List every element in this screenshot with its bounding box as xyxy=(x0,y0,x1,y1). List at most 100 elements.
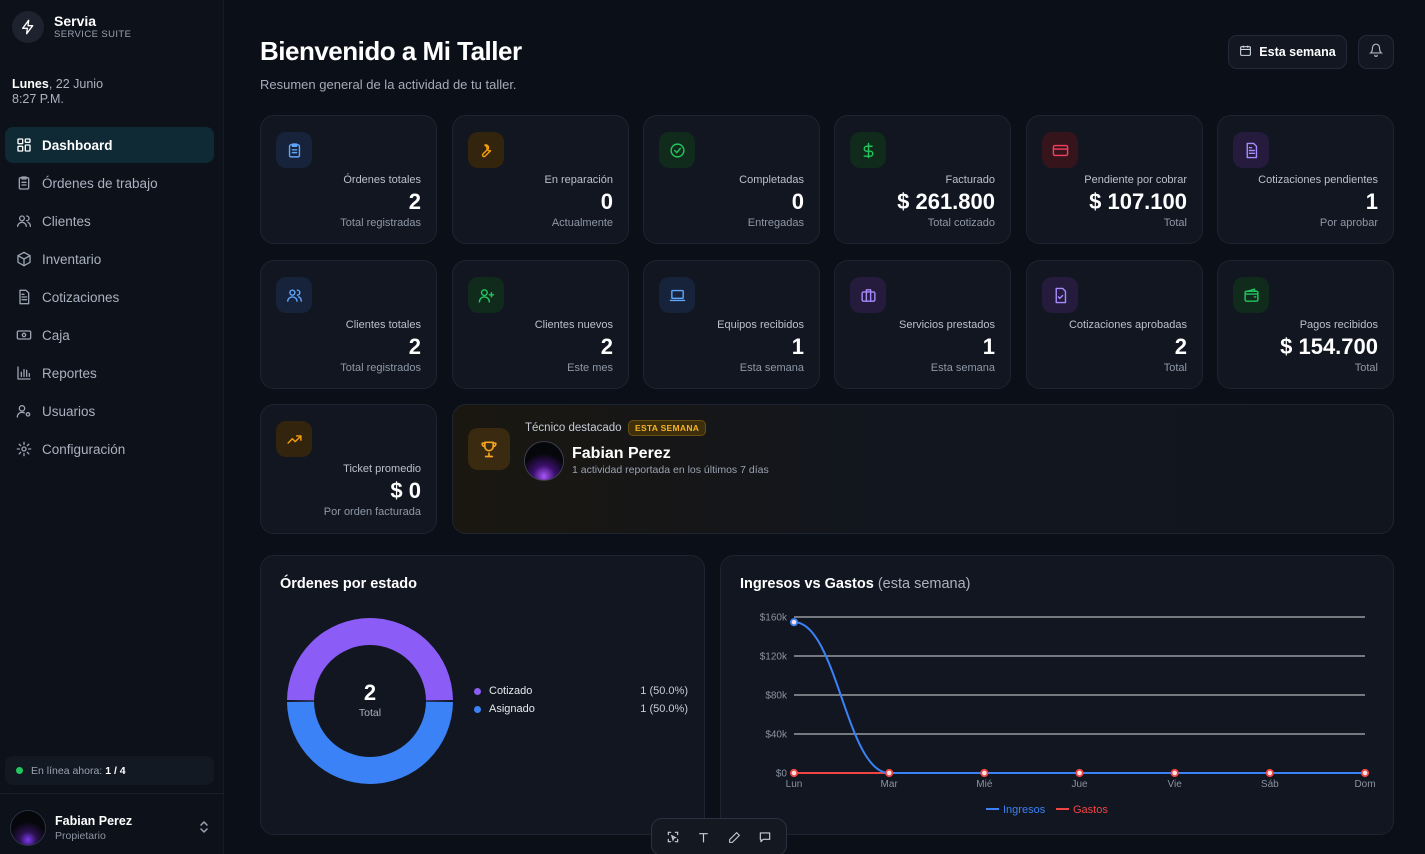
sidebar-item-configuración[interactable]: Configuración xyxy=(5,431,214,467)
credit-card-icon xyxy=(1042,132,1078,168)
stat-card[interactable]: Pendiente por cobrar $ 107.100 Total xyxy=(1026,115,1203,244)
stat-card[interactable]: En reparación 0 Actualmente xyxy=(452,115,629,244)
y-tick-label: $120k xyxy=(760,652,788,663)
current-day: Lunes xyxy=(12,77,49,91)
stat-value: 2 xyxy=(1174,334,1187,359)
data-point xyxy=(885,768,894,778)
sidebar-item-dashboard[interactable]: Dashboard xyxy=(5,127,214,163)
stat-card[interactable]: Clientes nuevos 2 Este mes xyxy=(452,260,629,389)
stat-label: Órdenes totales xyxy=(343,174,421,186)
legend-value: 1 (50.0%) xyxy=(640,685,688,697)
week-filter-label: Esta semana xyxy=(1259,45,1336,59)
brand[interactable]: Servia SERVICE SUITE xyxy=(12,11,131,43)
sidebar-item-label: Configuración xyxy=(42,441,126,457)
stat-label: Pendiente por cobrar xyxy=(1084,174,1187,186)
sidebar-item-clientes[interactable]: Clientes xyxy=(5,203,214,239)
brand-name: Servia xyxy=(54,13,97,29)
stat-value: $ 0 xyxy=(390,478,421,503)
stat-card[interactable]: Completadas 0 Entregadas xyxy=(643,115,820,244)
featured-description: 1 actividad reportada en los últimos 7 d… xyxy=(572,464,769,476)
x-tick-label: Mar xyxy=(881,779,899,790)
orders-panel-title: Órdenes por estado xyxy=(280,576,417,592)
comment-tool-button[interactable] xyxy=(753,825,777,849)
page-title: Bienvenido a Mi Taller xyxy=(260,36,522,66)
y-tick-label: $40k xyxy=(765,730,788,741)
stat-value: 2 xyxy=(408,189,421,214)
stat-card[interactable]: Clientes totales 2 Total registrados xyxy=(260,260,437,389)
current-time: 8:27 P.M. xyxy=(12,92,64,106)
sidebar-nav: Dashboard Órdenes de trabajo Clientes Inven… xyxy=(5,127,214,469)
series-line-ingresos xyxy=(793,621,1365,774)
stat-label: Servicios prestados xyxy=(899,319,995,331)
stat-label: Cotizaciones pendientes xyxy=(1258,174,1378,186)
stat-card[interactable]: Equipos recibidos 1 Esta semana xyxy=(643,260,820,389)
text-tool-button[interactable] xyxy=(692,825,716,849)
data-point xyxy=(1075,768,1084,778)
current-date-text: , 22 Junio xyxy=(48,77,104,91)
stat-card[interactable]: Ticket promedio $ 0 Por orden facturada xyxy=(260,404,437,534)
stat-card[interactable]: Facturado $ 261.800 Total cotizado xyxy=(834,115,1011,244)
sidebar-item-cotizaciones[interactable]: Cotizaciones xyxy=(5,279,214,315)
legend-label: Asignado xyxy=(489,703,535,715)
stat-subtext: Por orden facturada xyxy=(323,506,421,518)
users-icon xyxy=(16,213,32,229)
data-point xyxy=(1360,768,1370,778)
sidebar-item-label: Dashboard xyxy=(42,137,113,153)
sidebar-item-órdenes-de-trabajo[interactable]: Órdenes de trabajo xyxy=(5,165,214,201)
x-tick-label: Lun xyxy=(786,779,803,790)
legend-label: Ingresos xyxy=(1003,804,1046,816)
sidebar-item-reportes[interactable]: Reportes xyxy=(5,355,214,391)
week-filter-button[interactable]: Esta semana xyxy=(1228,35,1347,69)
divider xyxy=(0,793,224,794)
stat-subtext: Entregadas xyxy=(747,217,804,229)
stat-value: 2 xyxy=(600,334,613,359)
legend-dot-icon xyxy=(474,687,481,695)
document-icon xyxy=(1233,132,1269,168)
document-icon xyxy=(16,289,32,305)
stat-card[interactable]: Órdenes totales 2 Total registradas xyxy=(260,115,437,244)
box-icon xyxy=(16,251,32,267)
wallet-icon xyxy=(1233,277,1269,313)
data-point xyxy=(789,618,799,627)
clipboard-icon xyxy=(16,175,32,191)
select-tool-button[interactable] xyxy=(661,825,685,849)
pen-tool-button[interactable] xyxy=(722,825,746,849)
stat-value: 2 xyxy=(408,334,421,359)
stat-subtext: Esta semana xyxy=(930,362,995,374)
stat-subtext: Total xyxy=(1354,362,1378,374)
stat-value: $ 261.800 xyxy=(897,189,995,214)
user-name: Fabian Perez xyxy=(55,813,133,828)
current-date: Lunes, 22 Junio 8:27 P.M. xyxy=(12,77,103,107)
sidebar-item-usuarios[interactable]: Usuarios xyxy=(5,393,214,429)
user-menu[interactable]: Fabian Perez Propietario xyxy=(10,810,210,846)
stat-card[interactable]: Cotizaciones pendientes 1 Por aprobar xyxy=(1217,115,1394,244)
orders-by-status-panel: Órdenes por estado 2 Total Cotizado 1 (50… xyxy=(260,555,705,835)
x-tick-label: Vie xyxy=(1168,779,1183,790)
stat-card[interactable]: Servicios prestados 1 Esta semana xyxy=(834,260,1011,389)
online-status: En línea ahora: 1 / 4 xyxy=(5,756,214,785)
bell-icon xyxy=(1368,43,1384,62)
stat-card[interactable]: Cotizaciones aprobadas 2 Total xyxy=(1026,260,1203,389)
online-value: 1 / 4 xyxy=(105,764,126,777)
sidebar-item-inventario[interactable]: Inventario xyxy=(5,241,214,277)
chevron-up-down-icon[interactable] xyxy=(198,820,210,837)
stat-subtext: Total xyxy=(1163,217,1187,229)
stat-label: Facturado xyxy=(945,174,995,186)
income-expenses-line-chart: $0 $40k $80k $120k $160k Lun Mar Mié Jue Vie Sáb Do… xyxy=(760,613,1376,817)
sidebar-item-caja[interactable]: Caja xyxy=(5,317,214,353)
lightning-icon xyxy=(12,11,44,43)
stat-subtext: Por aprobar xyxy=(1319,217,1378,229)
stat-label: Ticket promedio xyxy=(343,463,421,475)
stat-value: 1 xyxy=(791,334,804,359)
sidebar-item-label: Reportes xyxy=(42,365,97,381)
donut-slice-cotizado[interactable] xyxy=(287,618,453,701)
stat-value: 1 xyxy=(982,334,995,359)
featured-name: Fabian Perez xyxy=(572,445,671,462)
stat-card[interactable]: Pagos recibidos $ 154.700 Total xyxy=(1217,260,1394,389)
sidebar-item-label: Clientes xyxy=(42,213,91,229)
sidebar-item-label: Cotizaciones xyxy=(42,289,120,305)
stat-subtext: Total cotizado xyxy=(927,217,995,229)
data-point xyxy=(1170,768,1179,778)
donut-slice-asignado[interactable] xyxy=(287,701,453,784)
notifications-button[interactable] xyxy=(1358,35,1394,69)
